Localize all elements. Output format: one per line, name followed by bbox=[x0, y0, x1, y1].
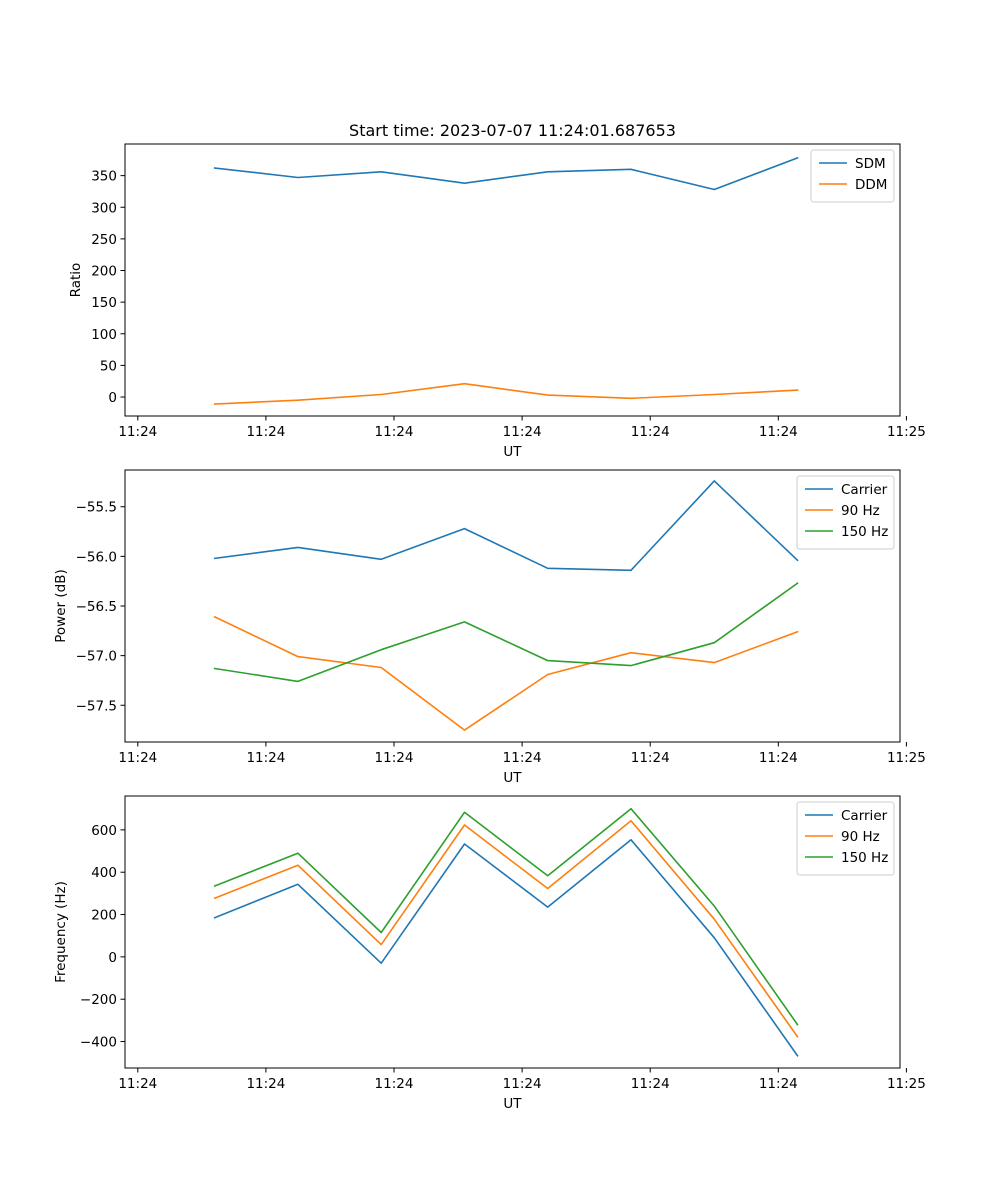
power-series-line-150-hz bbox=[213, 582, 799, 683]
power-legend-label-90-hz: 90 Hz bbox=[841, 503, 880, 519]
power-series-line-90-hz bbox=[213, 615, 799, 731]
power-legend: Carrier 90 Hz 150 Hz bbox=[796, 475, 895, 550]
ratio-plot: 11:24 11:24 11:24 11:24 11:24 11:24 11:25 0 50 10… bbox=[68, 121, 926, 460]
ratio-x-tick-label: 11:24 bbox=[118, 424, 157, 440]
frequency-legend-label-150-hz: 150 Hz bbox=[841, 850, 888, 866]
ratio-legend-label-ddm: DDM bbox=[855, 177, 887, 193]
ratio-y-tick-label: 50 bbox=[100, 358, 117, 374]
ratio-y-tick-label: 300 bbox=[91, 200, 117, 216]
power-y-tick-label: −56.0 bbox=[76, 549, 117, 565]
frequency-legend-label-90-hz: 90 Hz bbox=[841, 829, 880, 845]
frequency-x-tick-label: 11:24 bbox=[631, 1076, 670, 1092]
ratio-series-line-ddm bbox=[213, 382, 799, 405]
frequency-y-axis-label: Frequency (Hz) bbox=[53, 881, 69, 983]
ratio-x-tick-label: 11:24 bbox=[631, 424, 670, 440]
frequency-y-tick-label: 400 bbox=[91, 865, 117, 881]
ratio-x-tick-label: 11:24 bbox=[246, 424, 285, 440]
frequency-y-tick-label: −400 bbox=[80, 1035, 117, 1051]
frequency-series-line-150-hz bbox=[213, 807, 799, 1026]
frequency-series-line-carrier bbox=[213, 838, 799, 1057]
ratio-y-tick-label: 0 bbox=[108, 390, 117, 406]
frequency-x-axis-label: UT bbox=[503, 1096, 522, 1112]
frequency-legend-label-carrier: Carrier bbox=[841, 808, 888, 824]
ratio-x-tick-label: 11:24 bbox=[503, 424, 542, 440]
power-x-tick-label: 11:24 bbox=[118, 750, 157, 766]
frequency-x-tick-label: 11:24 bbox=[118, 1076, 157, 1092]
power-x-axis-label: UT bbox=[503, 770, 522, 786]
frequency-series-line-90-hz bbox=[213, 819, 799, 1038]
power-legend-label-carrier: Carrier bbox=[841, 482, 888, 498]
frequency-y-tick-label: 600 bbox=[91, 823, 117, 839]
ratio-axes-frame bbox=[124, 143, 901, 417]
power-y-axis-label: Power (dB) bbox=[53, 569, 69, 642]
power-y-tick-label: −56.5 bbox=[76, 599, 117, 615]
frequency-y-tick-label: 0 bbox=[108, 950, 117, 966]
frequency-x-tick-label: 11:24 bbox=[246, 1076, 285, 1092]
frequency-legend: Carrier 90 Hz 150 Hz bbox=[796, 801, 895, 876]
frequency-x-tick-label: 11:25 bbox=[887, 1076, 926, 1092]
power-x-tick-label: 11:24 bbox=[759, 750, 798, 766]
frequency-plot: 11:24 11:24 11:24 11:24 11:24 11:24 11:25 −400 −… bbox=[53, 795, 926, 1112]
ratio-x-tick-label: 11:24 bbox=[759, 424, 798, 440]
ratio-y-tick-label: 200 bbox=[91, 264, 117, 280]
ratio-y-tick-label: 100 bbox=[91, 327, 117, 343]
ratio-y-tick-label: 250 bbox=[91, 232, 117, 248]
ratio-x-tick-label: 11:25 bbox=[887, 424, 926, 440]
chart-title: Start time: 2023-07-07 11:24:01.687653 bbox=[349, 121, 676, 140]
ratio-y-tick-label: 350 bbox=[91, 169, 117, 185]
frequency-y-tick-label: −200 bbox=[80, 992, 117, 1008]
power-x-tick-label: 11:24 bbox=[503, 750, 542, 766]
ratio-y-tick-label: 150 bbox=[91, 295, 117, 311]
power-x-tick-label: 11:24 bbox=[375, 750, 414, 766]
ratio-legend-label-sdm: SDM bbox=[855, 156, 886, 172]
ratio-y-axis-label: Ratio bbox=[68, 263, 84, 298]
ratio-legend: SDM DDM bbox=[810, 149, 895, 203]
frequency-y-tick-label: 200 bbox=[91, 908, 117, 924]
frequency-axes-frame bbox=[124, 795, 901, 1069]
power-x-tick-label: 11:24 bbox=[246, 750, 285, 766]
power-series-line-carrier bbox=[213, 480, 799, 572]
ratio-series-line-sdm bbox=[213, 156, 799, 191]
power-axes-frame bbox=[124, 469, 901, 743]
ratio-x-axis-label: UT bbox=[503, 444, 522, 460]
frequency-x-tick-label: 11:24 bbox=[503, 1076, 542, 1092]
ratio-x-tick-label: 11:24 bbox=[375, 424, 414, 440]
frequency-x-tick-label: 11:24 bbox=[759, 1076, 798, 1092]
power-plot: 11:24 11:24 11:24 11:24 11:24 11:24 11:25 −57.5… bbox=[53, 469, 926, 786]
power-x-tick-label: 11:25 bbox=[887, 750, 926, 766]
frequency-x-tick-label: 11:24 bbox=[375, 1076, 414, 1092]
power-y-tick-label: −55.5 bbox=[76, 500, 117, 516]
power-y-tick-label: −57.0 bbox=[76, 649, 117, 665]
power-x-tick-label: 11:24 bbox=[631, 750, 670, 766]
power-legend-label-150-hz: 150 Hz bbox=[841, 524, 888, 540]
power-y-tick-label: −57.5 bbox=[76, 698, 117, 714]
